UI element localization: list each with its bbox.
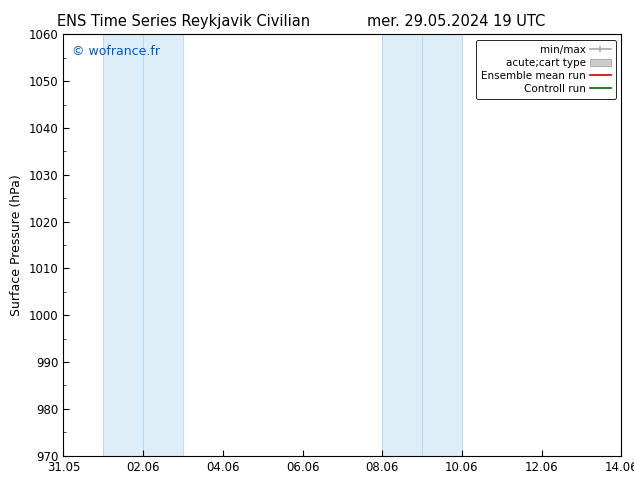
Y-axis label: Surface Pressure (hPa): Surface Pressure (hPa): [10, 174, 23, 316]
Bar: [103, 34, 143, 456]
Legend: min/max, acute;cart type, Ensemble mean run, Controll run: min/max, acute;cart type, Ensemble mean …: [476, 40, 616, 99]
Bar: [422, 34, 462, 456]
Text: © wofrance.fr: © wofrance.fr: [72, 45, 160, 58]
Text: ENS Time Series Reykjavik Civilian: ENS Time Series Reykjavik Civilian: [57, 14, 311, 29]
Bar: [143, 34, 183, 456]
Text: mer. 29.05.2024 19 UTC: mer. 29.05.2024 19 UTC: [367, 14, 546, 29]
Bar: [382, 34, 422, 456]
